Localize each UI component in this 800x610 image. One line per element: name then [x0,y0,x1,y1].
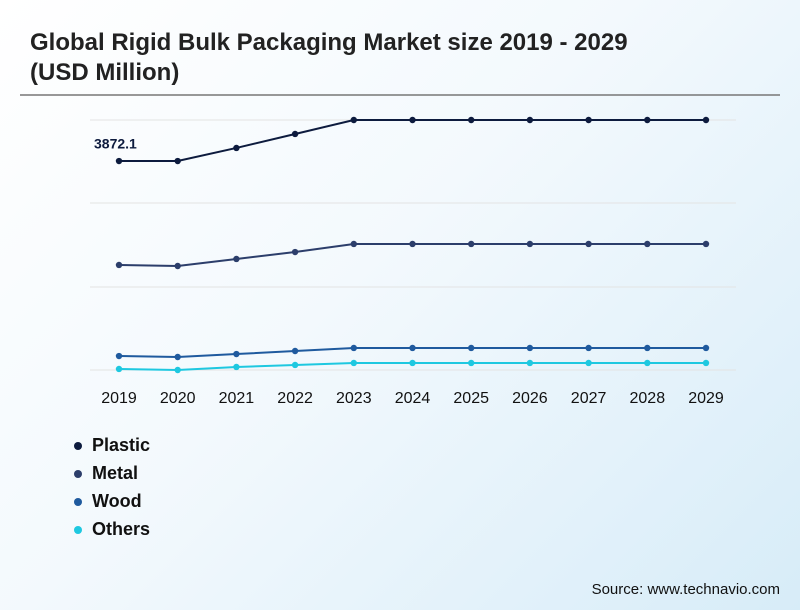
x-tick-label: 2026 [512,390,548,407]
point [585,344,592,352]
point [291,248,299,256]
series-line [118,242,706,267]
point [291,347,299,355]
legend-label: Others [92,519,150,539]
point [644,359,651,367]
point [350,344,357,352]
series-line [118,119,706,163]
point [115,352,123,360]
x-tick-label: 2020 [160,390,196,407]
point [115,261,123,269]
point [644,116,651,124]
x-tick-label: 2024 [395,390,431,407]
point [174,157,181,165]
point [233,144,240,152]
point [468,116,475,124]
point [526,116,534,124]
point [526,240,534,248]
x-tick-label: 2029 [688,390,724,407]
point [291,130,299,138]
point [526,359,534,367]
data-label: 3872.1 [94,136,137,152]
x-tick-label: 2019 [101,390,137,407]
point [174,353,181,361]
point [174,366,181,374]
point [702,359,710,367]
legend-label: Wood [92,491,142,511]
x-tick-label: 2027 [571,390,607,407]
x-tick-label: 2023 [336,390,372,407]
point [174,262,181,270]
point [702,344,710,352]
source: Source: www.technavio.com [592,581,780,598]
legend-marker [74,498,82,506]
point [468,359,475,367]
point [350,359,357,367]
point [644,344,651,352]
point [233,363,240,371]
point [468,240,475,248]
point [115,365,123,373]
point [409,116,416,124]
point [702,116,710,124]
point [468,344,475,352]
point [409,344,416,352]
x-tick-label: 2028 [630,390,666,407]
point [702,240,710,248]
point [409,240,416,248]
point [233,255,240,263]
legend-marker [74,470,82,478]
x-tick-label: 2022 [277,390,313,407]
point [585,240,592,248]
x-tick-label: 2025 [453,390,489,407]
point [350,240,357,248]
legend-label: Metal [92,463,138,483]
legend-marker [74,526,82,534]
point [409,359,416,367]
point [585,116,592,124]
x-tick-label: 2021 [219,390,255,407]
legend-marker [74,442,82,450]
point [115,157,123,165]
point [585,359,592,367]
point [233,350,240,358]
point [291,361,299,369]
chart-title: Global Rigid Bulk Packaging Market size … [30,29,628,86]
point [350,116,357,124]
point [526,344,534,352]
point [644,240,651,248]
legend-label: Plastic [92,435,150,455]
